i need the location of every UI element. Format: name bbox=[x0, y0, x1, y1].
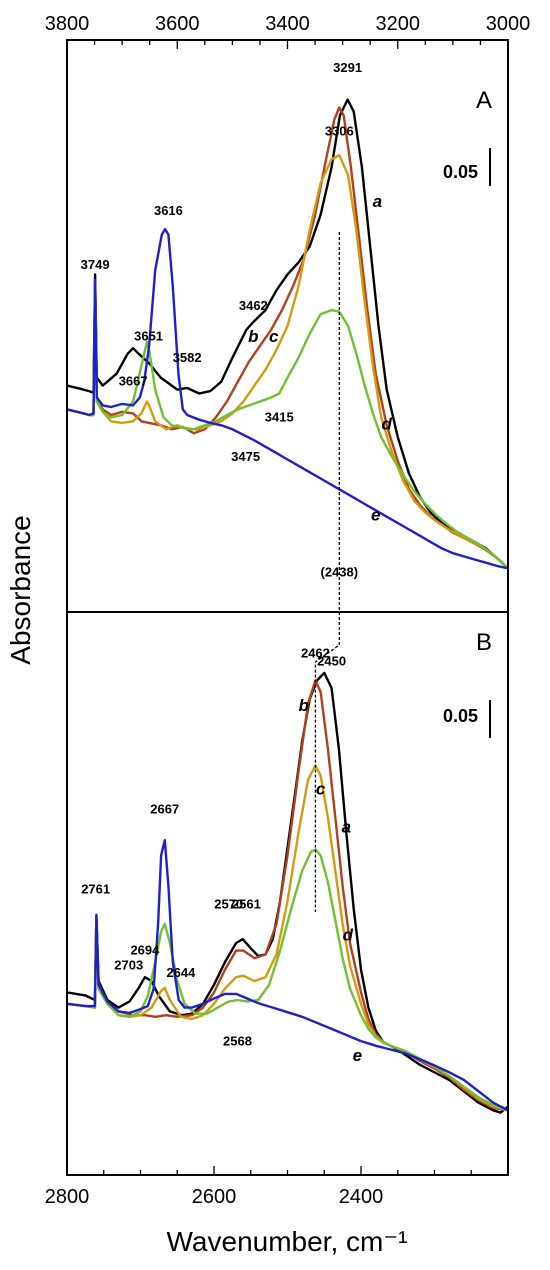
panel-a-scale-bar-label: 0.05 bbox=[443, 162, 478, 182]
peak-guide-lines bbox=[314, 232, 340, 912]
peak-label: 2570 bbox=[214, 897, 243, 912]
peak-label: 2667 bbox=[150, 802, 179, 817]
series-line-a bbox=[67, 671, 508, 1114]
dotted-guide-line bbox=[314, 232, 340, 912]
peak-label: 3462 bbox=[239, 298, 268, 313]
peak-label: 3475 bbox=[231, 449, 260, 464]
curve-label-e: e bbox=[353, 1046, 362, 1065]
curve-label-c: c bbox=[316, 780, 326, 799]
curve-label-a: a bbox=[342, 818, 351, 837]
plot-border bbox=[66, 39, 509, 1176]
peak-label: (2438) bbox=[321, 564, 359, 579]
tick-label: 3800 bbox=[45, 13, 90, 35]
panel-b-scale-bar-label: 0.05 bbox=[443, 706, 478, 726]
peak-label: 2694 bbox=[130, 942, 160, 957]
panel-b-curves bbox=[67, 671, 508, 1114]
panel-a-curves bbox=[67, 98, 508, 570]
panel-b-scale-bar: 0.05 bbox=[443, 700, 491, 738]
tick-label: 3600 bbox=[155, 13, 200, 35]
tick-label: 3000 bbox=[486, 13, 531, 35]
tick-label: 2600 bbox=[192, 1186, 237, 1208]
peak-label: 3415 bbox=[265, 409, 294, 424]
peak-label: 2568 bbox=[223, 1034, 252, 1049]
panel-a-annotations: 3749 3616 3667 3651 3582 3462 3475 3415 3291 3306… bbox=[81, 60, 362, 579]
plot-frame bbox=[66, 39, 509, 1176]
peak-label: 2462 bbox=[301, 646, 330, 661]
series-line-c bbox=[67, 154, 508, 570]
peak-label: 2761 bbox=[81, 882, 110, 897]
series-line-d bbox=[67, 848, 508, 1112]
tick-label: 2800 bbox=[45, 1186, 90, 1208]
series-line-b bbox=[67, 106, 508, 570]
peak-label: 3749 bbox=[81, 257, 110, 272]
panel-b-axis: 2800 2600 2400 bbox=[45, 1166, 509, 1208]
curve-label-d: d bbox=[343, 926, 354, 945]
curve-label-c: c bbox=[269, 327, 279, 346]
series-line-c bbox=[67, 764, 508, 1112]
y-axis-title: Absorbance bbox=[5, 515, 36, 664]
peak-label: 3306 bbox=[325, 123, 354, 138]
curve-label-e: e bbox=[371, 506, 380, 525]
peak-label: 3616 bbox=[154, 203, 183, 218]
peak-label: 2644 bbox=[166, 965, 196, 980]
curve-label-b: b bbox=[248, 327, 258, 346]
series-line-e bbox=[67, 839, 508, 1112]
peak-label: 3291 bbox=[333, 60, 362, 75]
panel-a-scale-bar: 0.05 bbox=[443, 148, 491, 186]
x-axis-title: Wavenumber, cm⁻¹ bbox=[167, 1226, 408, 1257]
panel-a-axis: 3800 3600 3400 3200 3000 bbox=[45, 13, 531, 49]
tick-label: 3200 bbox=[376, 13, 421, 35]
peak-label: 2703 bbox=[114, 958, 143, 973]
series-line-d bbox=[67, 281, 508, 570]
series-line-e bbox=[67, 227, 508, 570]
tick-label: 3400 bbox=[265, 13, 310, 35]
panel-b: B 0.05 2800 2600 2400276127032694266726442… bbox=[45, 629, 509, 1208]
panel-a-label: A bbox=[476, 87, 492, 114]
panel-b-curve-labels: a b c d e bbox=[298, 696, 362, 1065]
panel-a: A 0.05 3800 3600 3400 3200 30003749361636673… bbox=[45, 13, 531, 579]
panel-a-curve-labels: a b c d e bbox=[248, 192, 392, 525]
curve-label-d: d bbox=[382, 414, 393, 433]
curve-label-a: a bbox=[373, 192, 382, 211]
peak-label: 3651 bbox=[134, 328, 163, 343]
panel-b-label: B bbox=[476, 629, 492, 656]
peak-label: 2561 bbox=[232, 897, 261, 912]
peak-label: 3667 bbox=[119, 374, 148, 389]
peak-label: 2450 bbox=[317, 653, 346, 668]
peak-label: 3582 bbox=[173, 350, 202, 365]
curve-label-b: b bbox=[298, 696, 308, 715]
tick-label: 2400 bbox=[339, 1186, 384, 1208]
